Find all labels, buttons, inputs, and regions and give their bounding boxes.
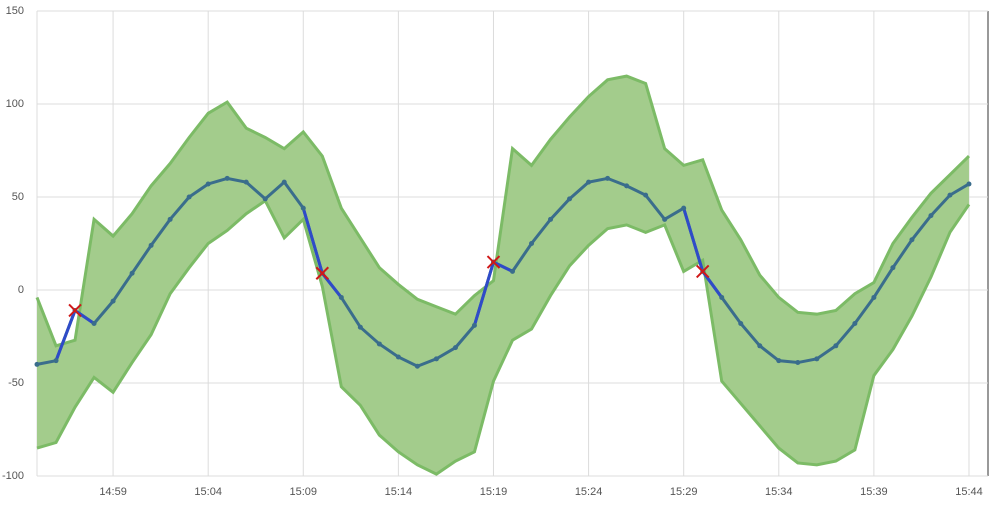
anomaly-marker [315,266,330,280]
y-tick-label: 0 [18,284,24,296]
series-point [91,320,97,326]
x-tick-label: 15:09 [290,486,318,498]
x-tick-label: 15:14 [385,486,413,498]
series-point [148,242,154,248]
series-point [262,196,268,202]
x-tick-label: 15:34 [765,486,793,498]
series-point [357,324,363,330]
series-point [833,343,839,349]
series-point [110,298,116,304]
y-tick-label: -100 [2,470,24,482]
anomaly-marker [695,264,710,279]
series-point [719,294,725,300]
series-point [281,179,287,185]
series-point [586,179,592,185]
y-tick-label: 50 [12,191,24,203]
x-tick-label: 15:39 [860,486,888,498]
band-lower [36,198,971,476]
series-point [167,216,173,222]
series-point [605,175,611,181]
series-point [529,241,535,246]
x-tick-label: 15:29 [670,486,698,498]
series-point [852,320,858,326]
series-point [643,192,649,198]
band-area [37,76,969,475]
x-tick-label: 15:04 [194,486,222,498]
series-point [567,196,573,202]
y-tick-label: 100 [6,98,24,110]
series-point [757,343,763,349]
x-tick-label: 15:44 [955,486,983,498]
x-tick-label: 14:59 [99,486,127,498]
series-point [966,181,972,187]
series-point [510,268,515,274]
series-point [186,194,192,200]
series-point [53,358,59,364]
series-point [338,294,344,300]
series-point [34,361,40,367]
series-point [300,205,306,211]
series-point [738,320,744,326]
x-tick-label: 15:24 [575,486,603,498]
series-point [928,213,934,219]
series-point [662,216,668,222]
series-point [871,294,877,300]
series-point [471,322,477,328]
y-tick-label: -50 [8,377,24,389]
x-tick-label: 15:19 [480,486,508,498]
series-point [795,360,801,366]
series-point [224,175,230,181]
series-point [909,237,915,243]
series-point [395,354,401,360]
series-point [433,356,439,362]
series-point [681,205,687,211]
series-point [414,363,420,369]
series-point [548,216,554,222]
band-upper [35,74,971,348]
series-point [776,358,782,364]
series-point [205,181,211,187]
series-point [129,270,135,276]
series-point [814,356,820,362]
series-point [243,179,249,185]
series-point [376,341,382,347]
series-point [890,265,896,271]
y-tick-label: 150 [6,5,24,17]
series-point [624,183,630,189]
series-point [452,345,458,351]
anomaly-marker [486,255,501,269]
anomaly-marker [68,303,82,318]
series-point [947,192,953,198]
